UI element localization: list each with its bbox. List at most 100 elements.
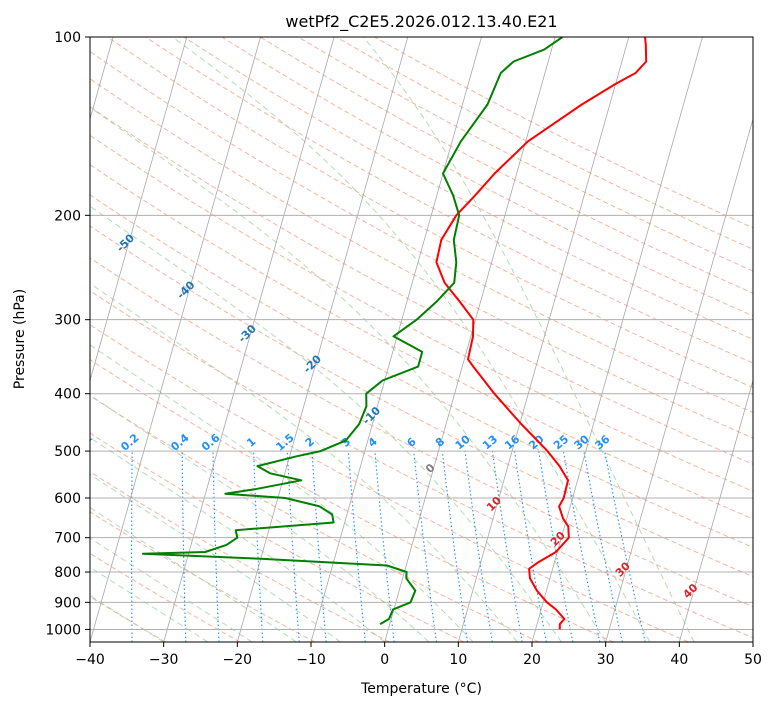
- moist-adiabat: [90, 537, 253, 642]
- x-tick-label: 40: [670, 652, 688, 668]
- series-layer: [141, 37, 648, 630]
- dry-adiabat: [183, 37, 753, 340]
- x-axis-title: Temperature (°C): [360, 681, 482, 697]
- mixing-ratio-line: [131, 451, 133, 642]
- moist-adiabat: [90, 282, 518, 642]
- dry-adiabat: [90, 596, 166, 642]
- moist-adiabat: [90, 506, 297, 642]
- dry-adiabat: [297, 37, 753, 272]
- mixing-ratio-line: [583, 451, 623, 642]
- y-axis: 100 200 300 400 500 600 700 800 900 1000: [45, 30, 90, 638]
- moist-adiabat: [172, 37, 651, 642]
- mixing-ratio-line: [604, 450, 646, 642]
- dry-adiabat: [90, 471, 390, 642]
- mixing-ratio-label: 20: [526, 432, 546, 452]
- moist-adiabat: [90, 394, 430, 642]
- y-tick-label: 900: [54, 595, 81, 611]
- mixing-ratio-label: 0.4: [168, 431, 192, 454]
- isotherm: [90, 37, 261, 642]
- mixing-ratio-label: 6: [404, 435, 418, 450]
- x-tick-label: −20: [223, 652, 253, 668]
- mixing-ratio-line: [212, 451, 220, 642]
- dry-adiabat: [221, 37, 753, 317]
- moist-adiabat: [90, 106, 607, 642]
- mixing-ratio-line: [562, 451, 601, 642]
- mixing-ratio-label: 1.5: [273, 431, 296, 453]
- y-tick-label: 200: [54, 208, 81, 224]
- isotherm-label: -50: [114, 231, 137, 254]
- y-tick-label: 1000: [45, 622, 81, 638]
- dry-adiabat: [90, 257, 753, 608]
- x-tick-label: −30: [149, 652, 179, 668]
- isotherm-label: 0: [423, 461, 438, 476]
- dry-adiabat: [90, 225, 753, 578]
- isotherm: [752, 640, 753, 642]
- dry-adiabat: [90, 164, 753, 520]
- dry-adiabat: [374, 37, 753, 229]
- moist-adiabat: [90, 437, 386, 642]
- isotherm-label: -70: [0, 144, 15, 167]
- x-axis: −40 −30 −20 −10 0 10 20 30 40 50: [75, 642, 762, 668]
- mixing-ratio-line: [441, 451, 469, 642]
- dry-adiabat: [90, 290, 753, 639]
- mixing-ratio-line: [413, 451, 437, 642]
- dry-adiabat: [90, 432, 465, 642]
- dry-adiabat: [90, 78, 753, 439]
- mixing-ratio-line: [311, 451, 327, 642]
- chart-title: wetPf2_C2E5.2026.012.13.40.E21: [285, 12, 557, 32]
- mixing-ratio-line: [491, 451, 523, 642]
- isotherm: [678, 379, 753, 642]
- mixing-ratio-line: [374, 451, 395, 642]
- plot-frame: [89, 36, 754, 643]
- mixing-ratio-label: 0.1: [71, 431, 94, 453]
- mixing-ratio-label: 30: [572, 432, 592, 452]
- x-tick-label: 20: [523, 652, 541, 668]
- y-tick-label: 700: [54, 531, 81, 547]
- profile-line: [141, 37, 564, 626]
- mixing-ratio-label: 2: [303, 435, 317, 450]
- moist-adiabat: [90, 473, 341, 642]
- isotherm: [163, 37, 335, 642]
- mixing-ratio-label: 0.2: [118, 431, 141, 453]
- dry-adiabat: [90, 359, 614, 642]
- x-tick-label: 50: [744, 652, 762, 668]
- isotherm: [90, 37, 188, 382]
- dry-adiabat: [90, 324, 689, 642]
- mixing-ratio-line: [347, 451, 366, 642]
- dry-adiabat: [90, 50, 753, 414]
- isotherm: [605, 117, 753, 642]
- isotherm: [310, 37, 482, 642]
- mixing-ratio-label: 25: [551, 433, 571, 453]
- mixing-ratio-line: [82, 451, 86, 642]
- y-tick-label: 800: [54, 565, 81, 581]
- dry-adiabat: [90, 552, 241, 642]
- grid-lines: [90, 37, 753, 642]
- moist-adiabat: [362, 37, 695, 642]
- x-tick-label: −40: [75, 652, 105, 668]
- dry-adiabat: [259, 37, 753, 294]
- dry-adiabat: [145, 37, 753, 364]
- mixing-ratio-label: 10: [453, 432, 473, 452]
- mixing-ratio-label: 8: [433, 435, 447, 450]
- x-tick-label: 10: [449, 652, 467, 668]
- isotherm: [384, 37, 556, 642]
- mixing-ratio-label: 0.6: [199, 431, 223, 454]
- isotherm-label: -30: [236, 322, 259, 345]
- y-tick-label: 500: [54, 444, 81, 460]
- x-tick-label: −10: [296, 652, 326, 668]
- moist-adiabat: [90, 344, 474, 642]
- isotherm-label: -40: [174, 278, 197, 301]
- x-tick-label: 30: [597, 652, 615, 668]
- moist-adiabat: [90, 205, 562, 642]
- y-tick-label: 400: [54, 387, 81, 403]
- y-tick-label: 100: [54, 30, 81, 46]
- mixing-ratio-label: 1: [244, 435, 258, 450]
- isopleth-labels: 0.10.20.40.611.52346810131620253036-100-…: [0, 144, 701, 601]
- background-lines: [82, 37, 753, 642]
- dry-adiabat: [90, 106, 753, 465]
- mixing-ratio-line: [464, 451, 493, 642]
- mixing-ratio-label: 4: [366, 435, 380, 450]
- mixing-ratio-label: 16: [502, 432, 522, 452]
- mixing-ratio-line: [513, 451, 547, 642]
